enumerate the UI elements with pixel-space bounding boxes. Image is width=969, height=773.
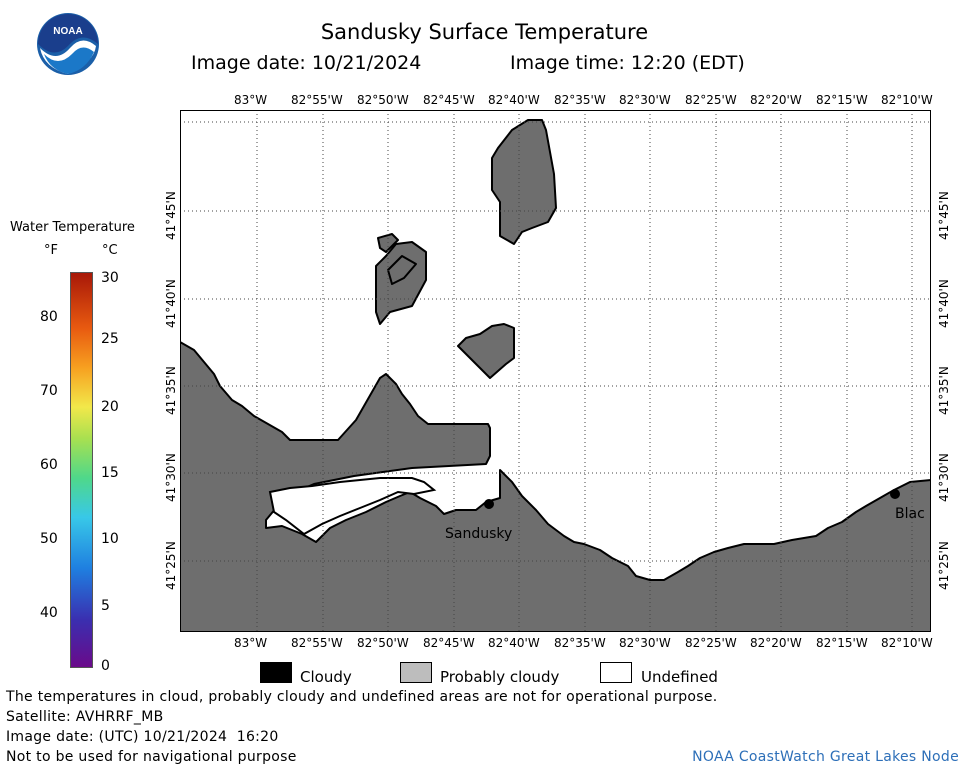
lon-label: 82°50'W	[357, 93, 409, 107]
footer-satellite: Satellite: AVHRRF_MB	[6, 709, 164, 725]
lon-label: 82°40'W	[488, 93, 540, 107]
footer-nav-warning: Not to be used for navigational purpose	[6, 749, 297, 765]
lat-label: 41°40'N	[937, 279, 951, 328]
lon-label: 82°45'W	[423, 636, 475, 650]
noaa-logo: NOAA	[37, 13, 99, 75]
lon-label: 82°30'W	[619, 93, 671, 107]
lon-label: 82°25'W	[685, 93, 737, 107]
f-tick: 80	[40, 309, 58, 325]
legend-swatch-probably-cloudy	[400, 662, 432, 683]
lon-label: 83°W	[234, 93, 268, 107]
footer-utc-date: Image date: (UTC) 10/21/2024 16:20	[6, 729, 279, 745]
sandusky-marker	[484, 499, 494, 509]
lon-label: 82°10'W	[881, 93, 933, 107]
image-time: Image time: 12:20 (EDT)	[510, 52, 745, 74]
image-date: Image date: 10/21/2024	[191, 52, 422, 74]
lat-label: 41°35'N	[164, 366, 178, 415]
f-tick: 40	[40, 605, 58, 621]
lon-label: 82°10'W	[881, 636, 933, 650]
lon-label: 82°35'W	[554, 93, 606, 107]
bay	[268, 477, 437, 536]
f-tick: 60	[40, 457, 58, 473]
map-frame	[180, 110, 931, 632]
lon-label: 82°55'W	[291, 636, 343, 650]
lon-label: 82°20'W	[750, 636, 802, 650]
lat-label: 41°25'N	[164, 541, 178, 590]
lon-label: 82°50'W	[357, 636, 409, 650]
lon-label: 82°20'W	[750, 93, 802, 107]
c-tick: 10	[101, 531, 119, 547]
noaa-logo-text: NOAA	[53, 26, 82, 37]
legend-label-cloudy: Cloudy	[300, 668, 352, 686]
place-sandusky: Sandusky	[445, 526, 513, 542]
legend-label-probably-cloudy: Probably cloudy	[440, 668, 560, 686]
blac-marker	[890, 489, 900, 499]
colorbar-unit-f: °F	[44, 243, 58, 258]
land	[180, 119, 931, 632]
c-tick: 15	[101, 465, 119, 481]
f-tick: 70	[40, 383, 58, 399]
c-tick: 20	[101, 399, 119, 415]
lon-label: 82°30'W	[619, 636, 671, 650]
footer-credit[interactable]: NOAA CoastWatch Great Lakes Node	[692, 749, 959, 765]
lat-label: 41°35'N	[937, 366, 951, 415]
colorbar-unit-c: °C	[102, 243, 118, 258]
lon-label: 82°45'W	[423, 93, 475, 107]
footer-disclaimer: The temperatures in cloud, probably clou…	[6, 689, 718, 705]
page-title: Sandusky Surface Temperature	[320, 20, 649, 44]
lat-label: 41°45'N	[164, 191, 178, 240]
lat-label: 41°30'N	[164, 453, 178, 502]
lat-label: 41°30'N	[937, 453, 951, 502]
lon-label: 82°25'W	[685, 636, 737, 650]
c-tick: 25	[101, 331, 119, 347]
c-tick: 30	[101, 270, 119, 286]
legend-swatch-cloudy	[260, 662, 292, 683]
lat-label: 41°45'N	[937, 191, 951, 240]
lon-label: 82°15'W	[816, 93, 868, 107]
c-tick: 5	[101, 598, 110, 614]
colorbar-title: Water Temperature	[10, 220, 135, 235]
c-tick: 0	[101, 658, 110, 674]
place-blac: Blac	[895, 506, 925, 522]
colorbar-gradient	[70, 272, 93, 668]
lon-label: 82°35'W	[554, 636, 606, 650]
legend-swatch-undefined	[600, 662, 632, 683]
lat-label: 41°40'N	[164, 279, 178, 328]
lon-label: 82°15'W	[816, 636, 868, 650]
lon-label: 82°55'W	[291, 93, 343, 107]
graticule	[180, 110, 931, 632]
lon-label: 83°W	[234, 636, 268, 650]
f-tick: 50	[40, 531, 58, 547]
lon-label: 82°40'W	[488, 636, 540, 650]
lat-label: 41°25'N	[937, 541, 951, 590]
legend-label-undefined: Undefined	[641, 668, 718, 686]
